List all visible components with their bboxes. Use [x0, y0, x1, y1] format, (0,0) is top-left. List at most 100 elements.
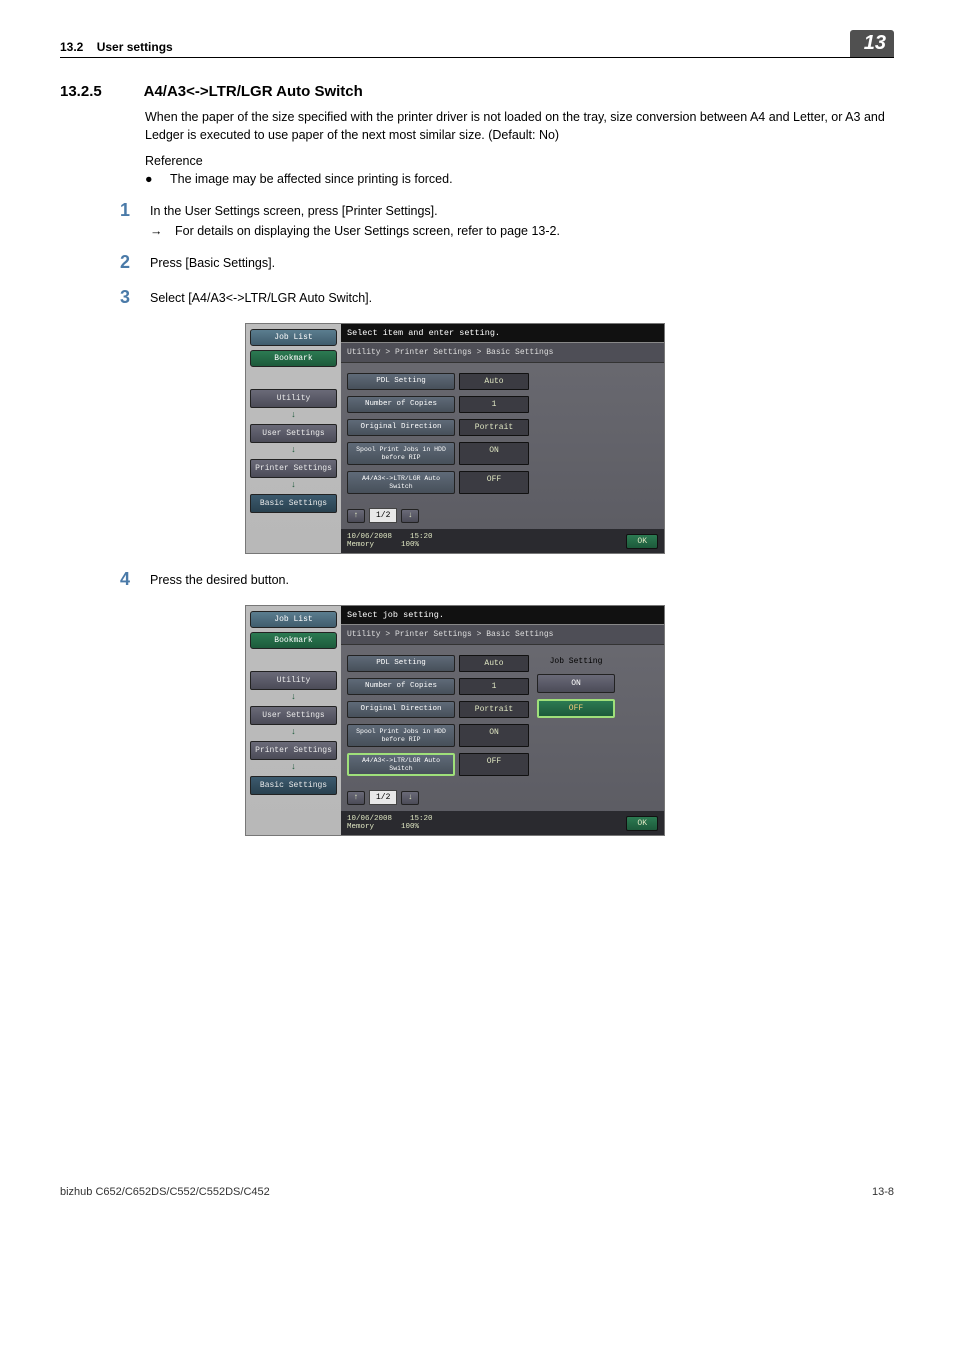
printer-panel-1: Job List Bookmark Utility ↓ User Setting…	[245, 323, 665, 554]
ok-button[interactable]: OK	[626, 534, 658, 549]
section-title: 13.2.5 A4/A3<->LTR/LGR Auto Switch	[60, 83, 894, 100]
panel-left-nav: Job List Bookmark Utility ↓ User Setting…	[246, 324, 341, 553]
breadcrumb: Utility > Printer Settings > Basic Setti…	[341, 624, 664, 645]
status-mem-value: 100%	[401, 823, 419, 831]
step-3-text: Select [A4/A3<->LTR/LGR Auto Switch].	[150, 287, 372, 308]
section-heading: A4/A3<->LTR/LGR Auto Switch	[144, 83, 363, 100]
breadcrumb: Utility > Printer Settings > Basic Setti…	[341, 342, 664, 363]
nav-user-settings[interactable]: User Settings	[250, 706, 337, 725]
nav-utility[interactable]: Utility	[250, 389, 337, 408]
bookmark-tab[interactable]: Bookmark	[250, 632, 337, 649]
setting-row-pdl: PDL Setting Auto	[347, 373, 529, 390]
nav-basic-settings[interactable]: Basic Settings	[250, 494, 337, 513]
step-2-text: Press [Basic Settings].	[150, 252, 275, 273]
nav-utility[interactable]: Utility	[250, 671, 337, 690]
autoswitch-value: OFF	[459, 471, 529, 494]
printer-panel-2: Job List Bookmark Utility ↓ User Setting…	[245, 605, 665, 836]
step-2: 2 Press [Basic Settings].	[120, 252, 894, 273]
nav-basic-settings[interactable]: Basic Settings	[250, 776, 337, 795]
copies-label[interactable]: Number of Copies	[347, 678, 455, 695]
reference-label: Reference	[145, 154, 894, 168]
setting-row-orient: Original Direction Portrait	[347, 701, 529, 718]
chevron-down-icon: ↓	[250, 480, 337, 490]
pager: ↑ 1/2 ↓	[347, 790, 529, 805]
job-setting-column: Job Setting ON OFF	[537, 655, 615, 805]
step-1: 1 In the User Settings screen, press [Pr…	[120, 200, 894, 238]
chevron-down-icon: ↓	[250, 692, 337, 702]
setting-row-autoswitch: A4/A3<->LTR/LGR Auto Switch OFF	[347, 471, 529, 494]
status-bar: 10/06/2008 15:20 Memory 100% OK	[341, 529, 664, 553]
orient-label[interactable]: Original Direction	[347, 701, 455, 718]
orient-label[interactable]: Original Direction	[347, 419, 455, 436]
step-3: 3 Select [A4/A3<->LTR/LGR Auto Switch].	[120, 287, 894, 308]
setting-row-spool: Spool Print Jobs in HDD before RIP ON	[347, 724, 529, 747]
page-up-button[interactable]: ↑	[347, 791, 365, 805]
page-indicator: 1/2	[369, 790, 397, 805]
chevron-down-icon: ↓	[250, 445, 337, 455]
arrow-icon: →	[150, 224, 175, 238]
step-4-number: 4	[120, 569, 150, 590]
step-4: 4 Press the desired button.	[120, 569, 894, 590]
spool-value: ON	[459, 442, 529, 465]
intro-paragraph: When the paper of the size specified wit…	[145, 108, 894, 144]
status-mem-label: Memory	[347, 541, 374, 549]
off-option-button[interactable]: OFF	[537, 699, 615, 718]
ok-button[interactable]: OK	[626, 816, 658, 831]
nav-printer-settings[interactable]: Printer Settings	[250, 459, 337, 478]
spool-label[interactable]: Spool Print Jobs in HDD before RIP	[347, 442, 455, 465]
step-4-text: Press the desired button.	[150, 569, 289, 590]
setting-row-autoswitch: A4/A3<->LTR/LGR Auto Switch OFF	[347, 753, 529, 776]
status-date: 10/06/2008	[347, 815, 392, 823]
page-down-button[interactable]: ↓	[401, 509, 419, 523]
nav-user-settings[interactable]: User Settings	[250, 424, 337, 443]
panel-left-nav: Job List Bookmark Utility ↓ User Setting…	[246, 606, 341, 835]
screenshot-1: Job List Bookmark Utility ↓ User Setting…	[245, 323, 894, 554]
page-indicator: 1/2	[369, 508, 397, 523]
spool-value: ON	[459, 724, 529, 747]
copies-value: 1	[459, 678, 529, 695]
copies-value: 1	[459, 396, 529, 413]
autoswitch-label[interactable]: A4/A3<->LTR/LGR Auto Switch	[347, 471, 455, 494]
status-mem-label: Memory	[347, 823, 374, 831]
page-down-button[interactable]: ↓	[401, 791, 419, 805]
orient-value: Portrait	[459, 701, 529, 718]
reference-bullet: ● The image may be affected since printi…	[145, 172, 894, 186]
setting-row-copies: Number of Copies 1	[347, 678, 529, 695]
copies-label[interactable]: Number of Copies	[347, 396, 455, 413]
pdl-value: Auto	[459, 373, 529, 390]
chevron-down-icon: ↓	[250, 762, 337, 772]
status-bar: 10/06/2008 15:20 Memory 100% OK	[341, 811, 664, 835]
header-section: 13.2 User settings	[60, 40, 173, 54]
step-1-number: 1	[120, 200, 150, 238]
spool-label[interactable]: Spool Print Jobs in HDD before RIP	[347, 724, 455, 747]
status-date: 10/06/2008	[347, 533, 392, 541]
step-1-subtext: For details on displaying the User Setti…	[175, 224, 560, 238]
job-setting-title: Job Setting	[537, 655, 615, 668]
job-list-tab[interactable]: Job List	[250, 329, 337, 346]
status-time: 15:20	[410, 815, 433, 823]
chevron-down-icon: ↓	[250, 727, 337, 737]
instruction-bar: Select item and enter setting.	[341, 324, 664, 342]
bookmark-tab[interactable]: Bookmark	[250, 350, 337, 367]
on-option-button[interactable]: ON	[537, 674, 615, 693]
pager: ↑ 1/2 ↓	[347, 508, 529, 523]
instruction-bar: Select job setting.	[341, 606, 664, 624]
bullet-icon: ●	[145, 172, 170, 186]
footer-page: 13-8	[872, 1186, 894, 1198]
setting-row-orient: Original Direction Portrait	[347, 419, 529, 436]
pdl-label[interactable]: PDL Setting	[347, 655, 455, 672]
pdl-label[interactable]: PDL Setting	[347, 373, 455, 390]
chevron-down-icon: ↓	[250, 410, 337, 420]
step-1-text: In the User Settings screen, press [Prin…	[150, 204, 560, 218]
chapter-badge: 13	[850, 30, 894, 57]
autoswitch-label[interactable]: A4/A3<->LTR/LGR Auto Switch	[347, 753, 455, 776]
setting-row-spool: Spool Print Jobs in HDD before RIP ON	[347, 442, 529, 465]
job-list-tab[interactable]: Job List	[250, 611, 337, 628]
orient-value: Portrait	[459, 419, 529, 436]
step-2-number: 2	[120, 252, 150, 273]
header-section-no: 13.2	[60, 40, 83, 54]
screenshot-2: Job List Bookmark Utility ↓ User Setting…	[245, 605, 894, 836]
status-time: 15:20	[410, 533, 433, 541]
nav-printer-settings[interactable]: Printer Settings	[250, 741, 337, 760]
page-up-button[interactable]: ↑	[347, 509, 365, 523]
